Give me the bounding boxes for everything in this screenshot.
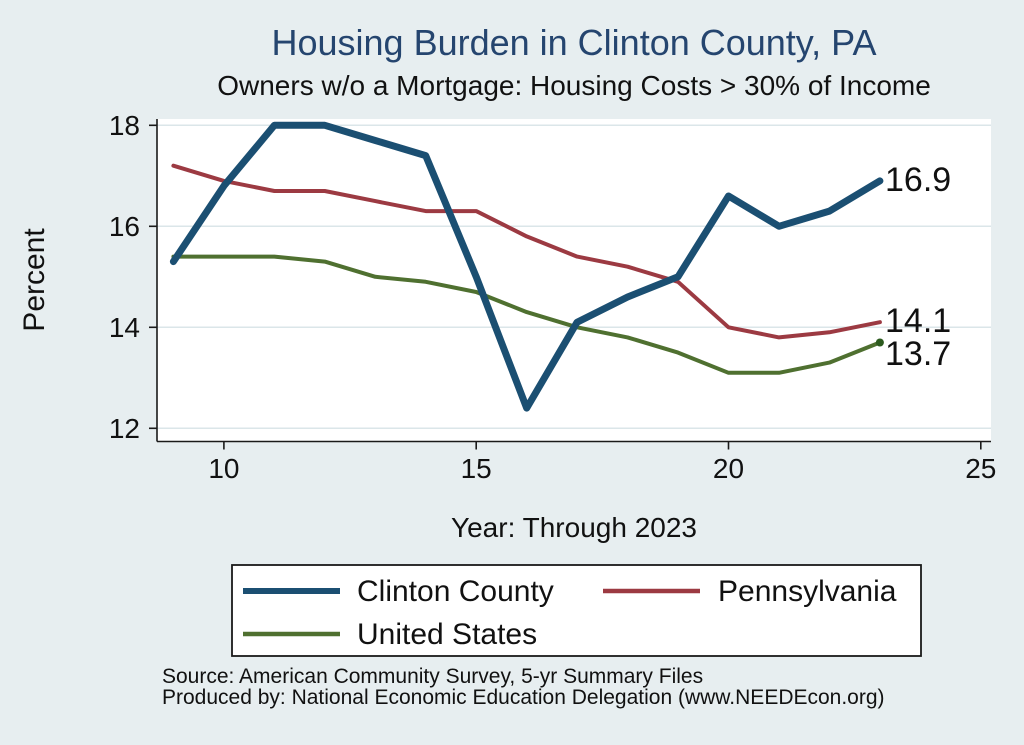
svg-text:Source: American Community Sur: Source: American Community Survey, 5-yr … (162, 665, 703, 688)
svg-text:20: 20 (713, 453, 744, 484)
svg-text:16.9: 16.9 (885, 161, 951, 199)
svg-text:25: 25 (965, 453, 996, 484)
svg-text:Produced by: National Economic: Produced by: National Economic Education… (162, 686, 885, 709)
svg-text:12: 12 (109, 413, 140, 444)
svg-text:Pennsylvania: Pennsylvania (718, 575, 897, 608)
svg-text:Percent: Percent (18, 228, 51, 332)
svg-text:United States: United States (357, 618, 537, 651)
svg-text:Year: Through 2023: Year: Through 2023 (451, 512, 697, 543)
svg-text:16: 16 (109, 211, 140, 242)
svg-text:10: 10 (208, 453, 239, 484)
svg-text:14: 14 (109, 312, 140, 343)
svg-text:13.7: 13.7 (885, 335, 951, 373)
svg-text:18: 18 (109, 110, 140, 141)
svg-text:Clinton County: Clinton County (357, 575, 554, 608)
svg-text:15: 15 (461, 453, 492, 484)
